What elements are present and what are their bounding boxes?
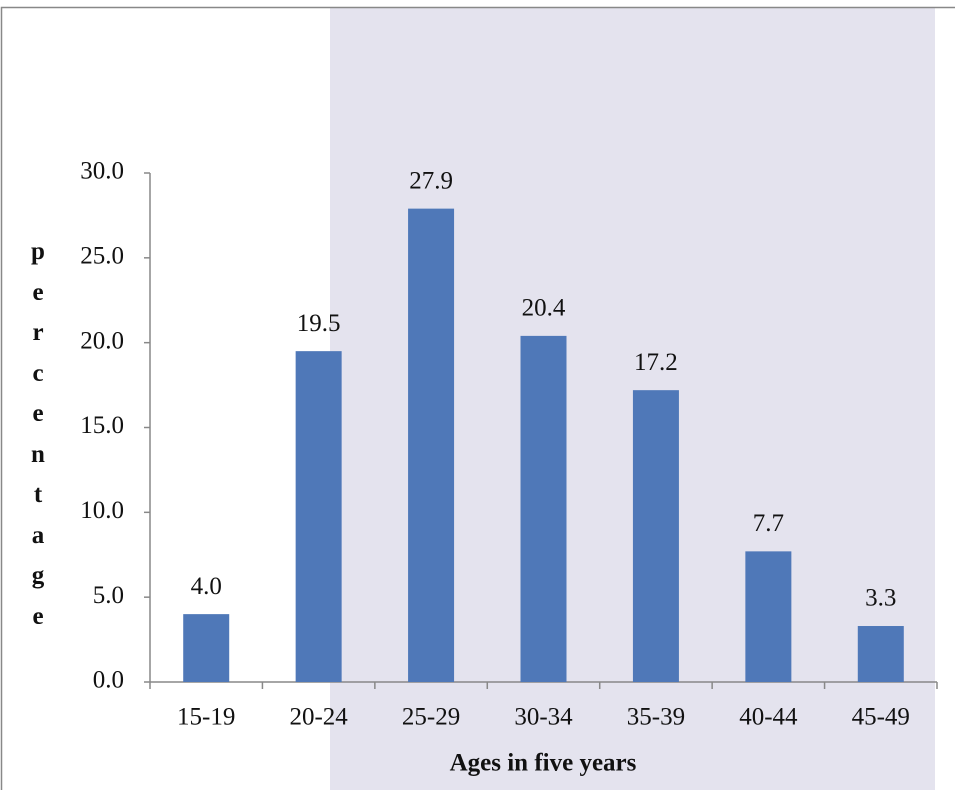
x-tick-label: 45-49 [852, 704, 910, 731]
y-tick-label: 5.0 [93, 582, 124, 609]
y-tick-label: 20.0 [80, 327, 124, 354]
data-label: 4.0 [191, 573, 222, 600]
y-tick-label: 15.0 [80, 412, 124, 439]
bar [857, 626, 904, 682]
data-label: 19.5 [297, 310, 341, 337]
data-label: 3.3 [865, 585, 896, 612]
data-label: 17.2 [634, 349, 678, 376]
chart-border [0, 6, 955, 790]
x-tick-label: 35-39 [627, 704, 685, 731]
y-axis-label: percentage [31, 238, 45, 630]
bar [183, 614, 230, 682]
x-tick-label: 15-19 [177, 704, 235, 731]
data-label: 20.4 [522, 295, 566, 322]
y-tick-label: 25.0 [80, 243, 124, 270]
data-label: 27.9 [409, 167, 453, 194]
x-tick-label: 30-34 [514, 704, 573, 731]
bar [520, 335, 567, 682]
bar [745, 551, 792, 682]
x-tick-label: 25-29 [402, 704, 460, 731]
x-axis-label: Ages in five years [450, 750, 637, 777]
y-tick-label: 0.0 [93, 667, 124, 694]
y-tick-label: 10.0 [80, 497, 124, 524]
bar [632, 390, 679, 682]
x-tick-label: 40-44 [739, 704, 798, 731]
y-tick-label: 30.0 [80, 158, 124, 185]
data-label: 7.7 [753, 510, 784, 537]
bar [408, 208, 455, 682]
x-tick-label: 20-24 [289, 704, 348, 731]
bar [295, 351, 342, 682]
